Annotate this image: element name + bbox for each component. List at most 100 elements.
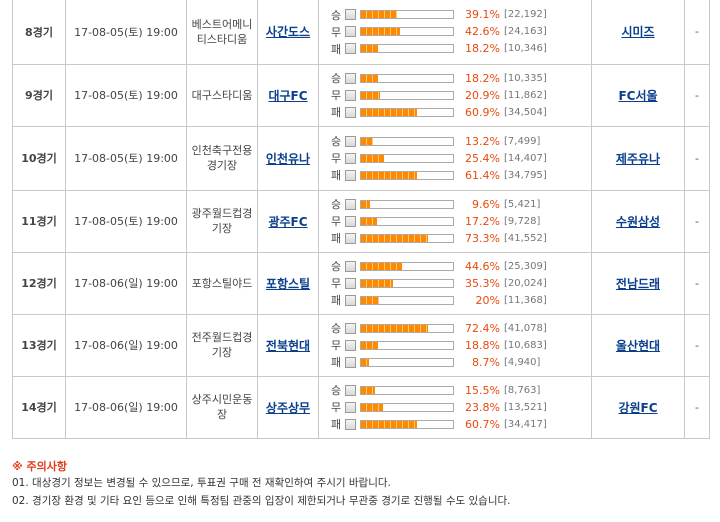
vote-lose-bar bbox=[360, 295, 454, 305]
away-team-link[interactable]: 수원삼성 bbox=[615, 214, 661, 229]
match-datetime: 17-08-05(토) 19:00 bbox=[65, 63, 187, 127]
vote-lose-checkbox[interactable] bbox=[345, 169, 356, 181]
vote-lose-bar-fill bbox=[361, 45, 378, 53]
vote-win-label: 승 bbox=[331, 198, 342, 211]
vote-win-row[interactable]: 승 39.1% [22,192] bbox=[331, 6, 591, 23]
vote-lose-label: 패 bbox=[331, 106, 342, 119]
vote-win-checkbox[interactable] bbox=[345, 72, 356, 84]
vote-lose-bar-fill bbox=[361, 108, 418, 116]
home-team-link[interactable]: 상주상무 bbox=[265, 400, 311, 415]
vote-lose-row[interactable]: 패 61.4% [34,795] bbox=[331, 167, 591, 184]
vote-draw-bar-fill bbox=[361, 28, 401, 36]
vote-draw-count: [24,163] bbox=[504, 26, 547, 38]
away-team-link[interactable]: 시미즈 bbox=[621, 25, 655, 40]
home-team-link[interactable]: 광주FC bbox=[268, 214, 308, 229]
vote-draw-bar bbox=[360, 27, 454, 37]
vote-win-checkbox[interactable] bbox=[345, 322, 356, 334]
vote-win-row[interactable]: 승 15.5% [8,763] bbox=[331, 382, 591, 399]
vote-lose-label: 패 bbox=[331, 232, 342, 245]
vote-draw-count: [9,728] bbox=[504, 215, 541, 227]
home-team-link[interactable]: 대구FC bbox=[268, 88, 308, 103]
home-team-cell: 상주상무 bbox=[257, 375, 319, 439]
notice-section: ※ 주의사항 01. 대상경기 정보는 변경될 수 있으므로, 투표권 구매 전… bbox=[12, 458, 712, 510]
match-row: 12경기 17-08-06(일) 19:00 포항스틸야드 포항스틸 승 44.6% [25… bbox=[12, 251, 710, 315]
vote-draw-row[interactable]: 무 18.8% [10,683] bbox=[331, 337, 591, 354]
vote-draw-percent: 17.2% bbox=[465, 214, 500, 228]
match-row: 10경기 17-08-05(토) 19:00 인천축구전용경기장 인천유나 승 13.2%… bbox=[12, 125, 710, 191]
match-datetime: 17-08-05(토) 19:00 bbox=[65, 125, 187, 191]
match-row: 13경기 17-08-06(일) 19:00 전주월드컵경기장 전북현대 승 72.4% [… bbox=[12, 313, 710, 377]
vote-win-percent: 9.6% bbox=[472, 197, 500, 211]
vote-win-bar-fill bbox=[361, 200, 370, 208]
vote-lose-checkbox[interactable] bbox=[345, 356, 356, 368]
match-number: 9경기 bbox=[12, 63, 66, 127]
vote-win-checkbox[interactable] bbox=[345, 9, 356, 21]
vote-draw-checkbox[interactable] bbox=[345, 26, 356, 38]
vote-lose-count: [34,417] bbox=[504, 418, 547, 430]
vote-win-label: 승 bbox=[331, 260, 342, 273]
vote-lose-label: 패 bbox=[331, 356, 342, 369]
vote-draw-bar bbox=[360, 90, 454, 100]
vote-win-row[interactable]: 승 13.2% [7,499] bbox=[331, 133, 591, 150]
vote-draw-count: [20,024] bbox=[504, 277, 547, 289]
home-team-link[interactable]: 포항스틸 bbox=[265, 276, 311, 291]
vote-win-row[interactable]: 승 9.6% [5,421] bbox=[331, 196, 591, 213]
vote-draw-row[interactable]: 무 25.4% [14,407] bbox=[331, 150, 591, 167]
vote-lose-row[interactable]: 패 73.3% [41,552] bbox=[331, 230, 591, 247]
vote-win-percent: 72.4% bbox=[465, 321, 500, 335]
vote-lose-row[interactable]: 패 60.7% [34,417] bbox=[331, 416, 591, 433]
away-team-link[interactable]: 울산현대 bbox=[615, 338, 661, 353]
away-team-cell: 울산현대 bbox=[591, 313, 685, 377]
match-number: 8경기 bbox=[12, 0, 66, 65]
vote-win-checkbox[interactable] bbox=[345, 135, 356, 147]
vote-draw-count: [14,407] bbox=[504, 152, 547, 164]
home-team-link[interactable]: 사간도스 bbox=[265, 25, 311, 40]
vote-draw-row[interactable]: 무 20.9% [11,862] bbox=[331, 87, 591, 104]
away-team-link[interactable]: 전남드래 bbox=[615, 276, 661, 291]
vote-win-row[interactable]: 승 18.2% [10,335] bbox=[331, 70, 591, 87]
away-team-link[interactable]: 제주유나 bbox=[615, 151, 661, 166]
vote-draw-checkbox[interactable] bbox=[345, 152, 356, 164]
vote-lose-row[interactable]: 패 20% [11,368] bbox=[331, 292, 591, 309]
vote-win-count: [10,335] bbox=[504, 72, 547, 84]
vote-lose-percent: 20% bbox=[475, 293, 500, 307]
vote-win-bar bbox=[360, 385, 454, 395]
vote-lose-checkbox[interactable] bbox=[345, 294, 356, 306]
vote-draw-bar-fill bbox=[361, 154, 385, 162]
vote-draw-checkbox[interactable] bbox=[345, 89, 356, 101]
vote-lose-checkbox[interactable] bbox=[345, 106, 356, 118]
vote-lose-percent: 60.7% bbox=[465, 417, 500, 431]
vote-draw-row[interactable]: 무 35.3% [20,024] bbox=[331, 275, 591, 292]
match-result: - bbox=[684, 0, 710, 65]
vote-draw-row[interactable]: 무 23.8% [13,521] bbox=[331, 399, 591, 416]
vote-draw-checkbox[interactable] bbox=[345, 401, 356, 413]
vote-lose-checkbox[interactable] bbox=[345, 232, 356, 244]
vote-lose-row[interactable]: 패 8.7% [4,940] bbox=[331, 354, 591, 371]
vote-draw-row[interactable]: 무 17.2% [9,728] bbox=[331, 213, 591, 230]
vote-draw-checkbox[interactable] bbox=[345, 215, 356, 227]
vote-win-checkbox[interactable] bbox=[345, 384, 356, 396]
vote-lose-row[interactable]: 패 18.2% [10,346] bbox=[331, 40, 591, 57]
home-team-link[interactable]: 인천유나 bbox=[265, 151, 311, 166]
away-team-link[interactable]: FC서울 bbox=[618, 88, 658, 103]
match-row: 11경기 17-08-05(토) 19:00 광주월드컵경기장 광주FC 승 9.6% [5… bbox=[12, 189, 710, 253]
home-team-link[interactable]: 전북현대 bbox=[265, 338, 311, 353]
vote-lose-bar bbox=[360, 170, 454, 180]
vote-draw-percent: 25.4% bbox=[465, 151, 500, 165]
vote-lose-checkbox[interactable] bbox=[345, 418, 356, 430]
vote-draw-checkbox[interactable] bbox=[345, 339, 356, 351]
vote-lose-row[interactable]: 패 60.9% [34,504] bbox=[331, 104, 591, 121]
away-team-link[interactable]: 강원FC bbox=[618, 400, 658, 415]
match-result: - bbox=[684, 125, 710, 191]
match-row: 14경기 17-08-06(일) 19:00 상주시민운동장 상주상무 승 15.5% [8… bbox=[12, 375, 710, 439]
vote-cell: 승 9.6% [5,421] 무 17.2% [9,728] 패 73.3% [41,552] bbox=[318, 189, 592, 253]
vote-win-checkbox[interactable] bbox=[345, 260, 356, 272]
vote-win-row[interactable]: 승 72.4% [41,078] bbox=[331, 320, 591, 337]
vote-draw-row[interactable]: 무 42.6% [24,163] bbox=[331, 23, 591, 40]
vote-win-checkbox[interactable] bbox=[345, 198, 356, 210]
vote-draw-checkbox[interactable] bbox=[345, 277, 356, 289]
vote-win-row[interactable]: 승 44.6% [25,309] bbox=[331, 258, 591, 275]
vote-win-percent: 15.5% bbox=[465, 383, 500, 397]
vote-lose-checkbox[interactable] bbox=[345, 43, 356, 55]
vote-lose-count: [10,346] bbox=[504, 43, 547, 55]
